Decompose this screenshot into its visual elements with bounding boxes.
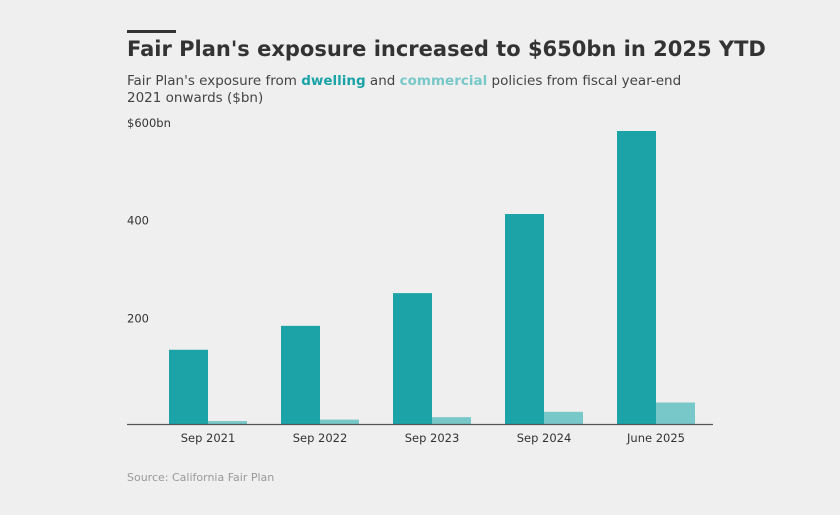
x-tick-label: Sep 2022 [293,431,348,445]
x-tick-label: June 2025 [626,431,685,445]
bar-dwelling [617,131,656,424]
title-accent-bar [127,30,176,33]
bar-dwelling [393,293,432,424]
x-tick-label: Sep 2024 [517,431,572,445]
x-tick-label: Sep 2023 [405,431,460,445]
bar-commercial [656,402,695,424]
subtitle-text-2: and [365,73,400,89]
y-tick-label: 400 [127,214,149,228]
bar-dwelling [169,349,208,424]
subtitle-text-1: Fair Plan's exposure from [127,73,302,89]
x-tick-label: Sep 2021 [181,431,236,445]
source-note: Source: California Fair Plan [127,471,275,484]
y-tick-label: $600bn [127,116,171,130]
legend-commercial: commercial [399,73,488,89]
bar-commercial [208,421,247,424]
bar-dwelling [505,214,544,424]
chart-title: Fair Plan's exposure increased to $650bn… [127,37,766,61]
bar-commercial [320,419,359,424]
bar-dwelling [281,325,320,424]
legend-dwelling: dwelling [301,73,366,89]
bar-commercial [432,417,471,424]
subtitle-text-3: policies from fiscal year-end 2021 onwar… [127,73,682,106]
chart-subtitle: Fair Plan's exposure from dwelling and c… [127,73,707,107]
y-tick-label: 200 [127,311,149,325]
bar-commercial [544,411,583,424]
